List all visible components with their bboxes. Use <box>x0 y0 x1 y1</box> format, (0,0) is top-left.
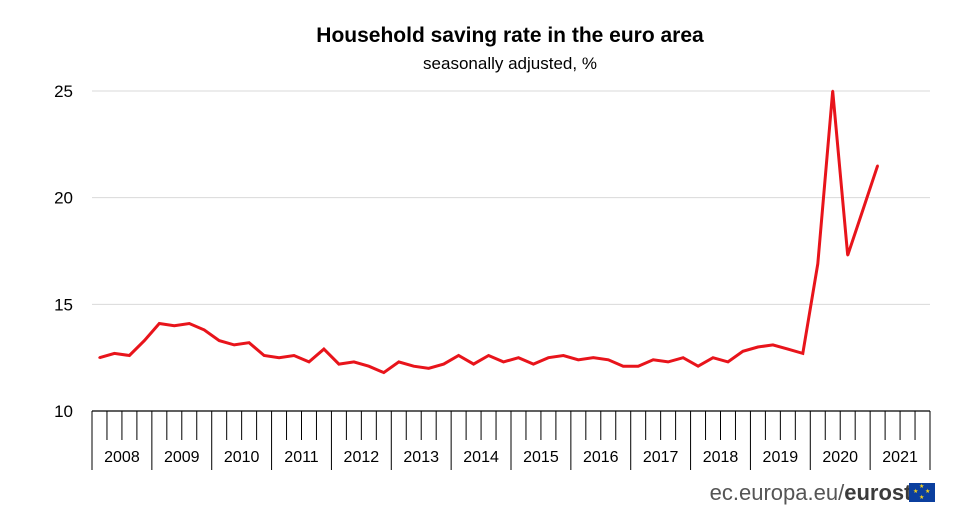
data-point <box>771 343 775 347</box>
data-point <box>607 358 610 361</box>
x-tick-label: 2014 <box>463 449 499 466</box>
data-point <box>203 328 206 332</box>
x-tick-label: 2019 <box>763 449 799 466</box>
eu-flag-icon: ★ ★ ★ ★ <box>909 483 935 502</box>
x-tick-label: 2010 <box>224 449 260 466</box>
data-point <box>472 362 475 366</box>
data-point <box>322 347 326 351</box>
x-tick-label: 2020 <box>822 449 858 466</box>
y-tick-label: 25 <box>54 82 73 101</box>
data-point <box>562 354 565 357</box>
footer-site: ec.europa.eu/ <box>709 480 845 505</box>
data-point <box>247 341 251 344</box>
data-point <box>412 365 415 368</box>
data-point <box>666 360 670 364</box>
x-tick-label: 2017 <box>643 449 679 466</box>
chart-subtitle: seasonally adjusted, % <box>423 54 597 73</box>
data-point <box>726 360 730 364</box>
x-tick-label: 2013 <box>403 449 439 466</box>
data-point <box>217 339 221 342</box>
data-point <box>861 209 864 212</box>
x-tick-label: 2011 <box>284 449 319 466</box>
y-tick-label: 10 <box>54 402 73 421</box>
data-point <box>98 356 101 359</box>
data-point <box>487 354 490 357</box>
data-point <box>711 356 715 359</box>
data-point <box>457 354 460 357</box>
data-point <box>816 262 819 265</box>
data-point <box>292 354 296 357</box>
data-point <box>262 354 266 357</box>
data-point <box>397 360 400 364</box>
x-tick-label: 2018 <box>703 449 739 466</box>
data-point <box>232 343 236 347</box>
data-point <box>337 362 341 366</box>
y-tick-label: 15 <box>54 295 73 314</box>
data-point <box>113 352 116 355</box>
data-point <box>622 365 625 368</box>
data-point <box>128 354 131 357</box>
x-tick-label: 2016 <box>583 449 619 466</box>
data-point <box>173 324 176 327</box>
x-tick-label: 2008 <box>104 449 140 466</box>
data-point <box>741 350 745 353</box>
data-point <box>352 360 356 364</box>
series-line <box>99 90 880 375</box>
data-point <box>801 352 805 355</box>
data-point <box>756 345 760 349</box>
data-point <box>188 322 191 325</box>
x-tick-label: 2009 <box>164 449 200 466</box>
x-tick-label: 2015 <box>523 449 559 466</box>
data-point <box>651 358 655 361</box>
data-point <box>382 371 386 374</box>
x-tick-label: 2012 <box>344 449 380 466</box>
data-point <box>592 356 595 359</box>
data-point <box>831 89 834 93</box>
data-point <box>532 362 535 366</box>
data-point <box>786 347 790 351</box>
data-point <box>547 356 550 359</box>
data-point <box>442 362 445 366</box>
x-tick-label: 2021 <box>882 449 918 466</box>
data-point <box>696 365 700 368</box>
data-point <box>876 164 879 167</box>
data-point <box>846 254 849 257</box>
data-point <box>427 367 430 370</box>
data-point <box>158 322 161 325</box>
y-tick-label: 20 <box>54 189 73 208</box>
data-point <box>143 339 146 342</box>
data-point <box>577 358 580 361</box>
chart-title: Household saving rate in the euro area <box>316 24 704 47</box>
data-point <box>681 356 685 359</box>
data-point <box>307 360 311 364</box>
data-point <box>502 360 505 364</box>
data-point <box>517 356 520 359</box>
data-point <box>367 365 371 368</box>
footer-source: ec.europa.eu/eurostat <box>710 480 931 506</box>
data-point <box>636 365 640 368</box>
data-point <box>277 356 281 359</box>
